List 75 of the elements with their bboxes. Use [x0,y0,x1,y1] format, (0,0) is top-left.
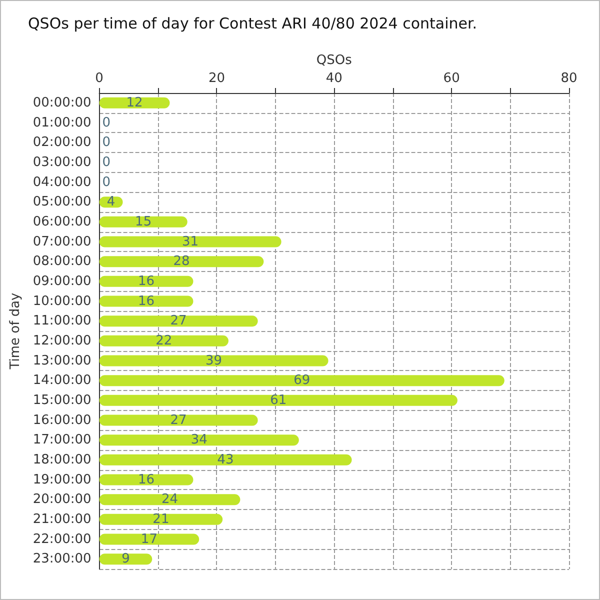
data-label: 9 [122,552,130,567]
y-tick-label: 18:00:00 [32,452,92,468]
y-tick-label: 23:00:00 [32,552,92,567]
bar [99,236,282,248]
x-tick-label: 40 [326,71,342,86]
y-tick-label: 00:00:00 [32,95,92,110]
y-tick-label: 17:00:00 [32,432,92,448]
y-tick-label: 13:00:00 [32,353,92,368]
y-tick-label: 03:00:00 [32,154,92,170]
data-label: 0 [102,174,111,190]
data-label: 0 [102,135,111,150]
y-tick-label: 16:00:00 [32,412,92,428]
data-label: 43 [217,452,234,468]
x-tick-label: 60 [443,71,460,86]
data-label: 27 [170,314,187,329]
y-tick-label: 04:00:00 [32,174,92,190]
data-label: 27 [170,412,187,428]
bar [99,216,188,228]
bar [99,355,328,366]
bar [99,256,264,268]
data-label: 22 [156,333,172,348]
data-label: 39 [206,353,222,368]
bar [99,494,240,506]
y-tick-label: 20:00:00 [32,492,92,508]
bar [99,276,194,287]
bar [99,474,194,486]
data-label: 69 [294,373,310,388]
y-tick-label: 07:00:00 [32,234,92,250]
data-label: 31 [182,234,199,250]
x-tick-label: 80 [560,71,578,86]
bar [99,434,299,446]
bar [99,534,200,545]
y-tick-label: 22:00:00 [32,532,92,547]
data-label: 16 [138,294,155,309]
bar [99,394,458,406]
y-tick-label: 14:00:00 [32,373,92,388]
x-axis-title: QSOs [316,53,352,68]
y-tick-label: 19:00:00 [32,472,92,488]
y-tick-label: 10:00:00 [32,294,92,309]
data-label: 15 [135,214,152,230]
x-tick-label: 20 [208,71,225,86]
data-label: 0 [102,115,111,130]
data-label: 24 [161,492,178,508]
y-tick-label: 05:00:00 [32,194,92,210]
y-tick-label: 09:00:00 [32,274,92,289]
data-label: 17 [140,532,158,547]
data-label: 28 [173,254,190,270]
data-label: 21 [152,512,170,527]
bar [99,97,170,108]
data-label: 61 [270,392,287,408]
y-tick-label: 11:00:00 [32,314,92,329]
y-tick-label: 01:00:00 [32,115,92,130]
bar [99,454,352,466]
bar [99,414,258,426]
y-tick-label: 06:00:00 [32,214,92,230]
chart-title: QSOs per time of day for Contest ARI 40/80 2024 container. [28,14,478,32]
bar [99,316,258,327]
y-tick-label: 02:00:00 [32,135,92,150]
data-label: 4 [106,194,116,210]
bar [99,375,504,386]
bar [99,514,223,525]
y-tick-label: 12:00:00 [32,333,92,348]
data-label: 0 [102,154,111,170]
data-label: 16 [138,472,155,488]
bar [99,335,228,346]
x-tick-label: 0 [95,71,104,86]
data-label: 12 [126,95,143,110]
y-axis-title: Time of day [8,292,23,370]
data-label: 16 [138,274,155,289]
bar [99,296,194,307]
y-tick-label: 08:00:00 [32,254,92,270]
y-tick-label: 21:00:00 [32,512,92,527]
bar [99,554,152,565]
data-label: 34 [190,432,208,448]
y-tick-label: 15:00:00 [32,392,92,408]
